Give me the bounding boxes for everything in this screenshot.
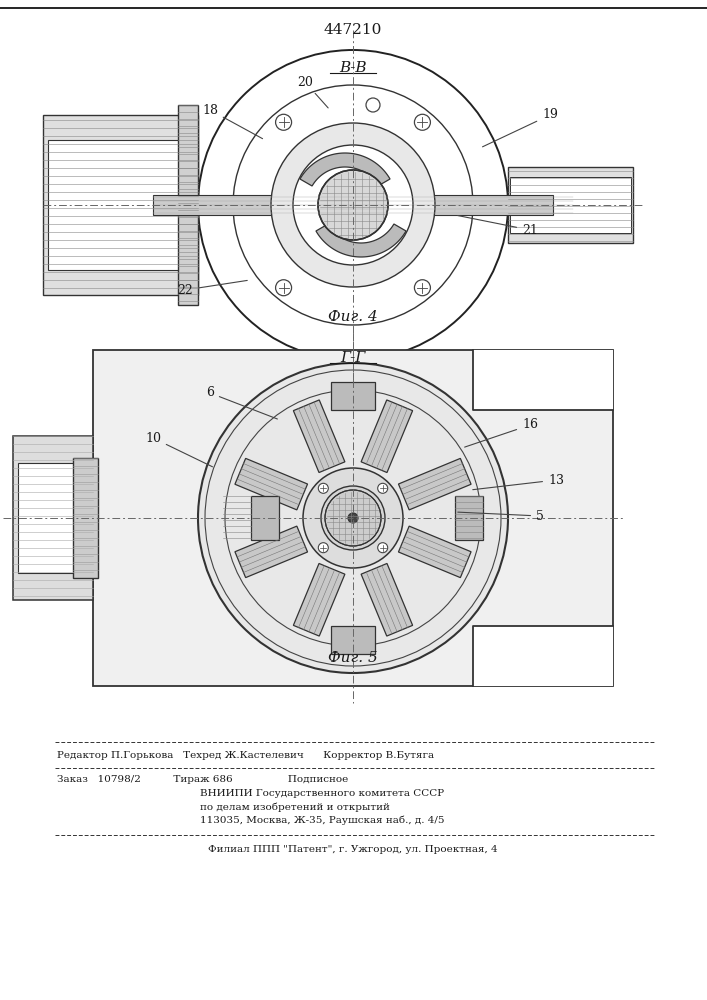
Text: 20: 20 <box>297 76 328 108</box>
Text: 447210: 447210 <box>324 23 382 37</box>
Text: 18: 18 <box>202 104 262 139</box>
Text: Фиг. 5: Фиг. 5 <box>328 651 378 665</box>
Text: Г-Г: Г-Г <box>340 351 366 365</box>
Circle shape <box>378 543 387 553</box>
Circle shape <box>414 114 431 130</box>
Circle shape <box>414 280 431 296</box>
Text: Филиал ППП "Патент", г. Ужгород, ул. Проектная, 4: Филиал ППП "Патент", г. Ужгород, ул. Про… <box>208 846 498 854</box>
Text: 6: 6 <box>206 386 277 419</box>
Circle shape <box>276 280 291 296</box>
Circle shape <box>318 170 388 240</box>
Circle shape <box>348 513 358 523</box>
Bar <box>18 463 88 573</box>
Circle shape <box>303 468 403 568</box>
Bar <box>73 458 98 578</box>
Polygon shape <box>235 458 308 510</box>
Text: 113035, Москва, Ж-35, Раушская наб., д. 4/5: 113035, Москва, Ж-35, Раушская наб., д. … <box>200 815 445 825</box>
Circle shape <box>271 123 435 287</box>
Polygon shape <box>293 400 345 473</box>
Text: 16: 16 <box>464 418 538 447</box>
Text: ВНИИПИ Государственного комитета СССР: ВНИИПИ Государственного комитета СССР <box>200 790 444 798</box>
Polygon shape <box>235 526 308 578</box>
Bar <box>178 105 198 305</box>
Circle shape <box>325 490 381 546</box>
Bar <box>93 350 613 686</box>
Bar <box>13 436 93 600</box>
Circle shape <box>318 543 328 553</box>
Text: 22: 22 <box>177 280 247 296</box>
Polygon shape <box>361 563 413 636</box>
Text: 21: 21 <box>457 216 538 236</box>
Circle shape <box>321 486 385 550</box>
Bar <box>43 115 198 295</box>
Bar <box>473 350 613 410</box>
Bar <box>508 167 633 243</box>
Polygon shape <box>361 400 413 473</box>
Text: Редактор П.Горькова   Техред Ж.Кастелевич      Корректор В.Бутяга: Редактор П.Горькова Техред Ж.Кастелевич … <box>57 752 434 760</box>
Bar <box>473 626 613 686</box>
Text: Заказ   10798/2          Тираж 686                 Подписное: Заказ 10798/2 Тираж 686 Подписное <box>57 776 349 784</box>
Bar <box>48 140 198 270</box>
Circle shape <box>276 114 291 130</box>
Polygon shape <box>316 224 406 257</box>
Bar <box>335 183 371 227</box>
Bar <box>455 496 483 540</box>
Text: 19: 19 <box>482 108 558 147</box>
Polygon shape <box>399 458 471 510</box>
Bar <box>331 626 375 654</box>
Bar <box>331 382 375 410</box>
Circle shape <box>378 483 387 493</box>
Bar <box>153 195 553 215</box>
Text: по делам изобретений и открытий: по делам изобретений и открытий <box>200 802 390 812</box>
Circle shape <box>318 483 328 493</box>
Bar <box>510 177 631 233</box>
Polygon shape <box>399 526 471 578</box>
Text: 10: 10 <box>145 432 213 467</box>
Text: 13: 13 <box>473 474 564 490</box>
Text: В-В: В-В <box>339 61 367 75</box>
Text: 5: 5 <box>457 510 544 522</box>
Polygon shape <box>300 153 390 186</box>
Bar <box>251 496 279 540</box>
Circle shape <box>293 145 413 265</box>
Polygon shape <box>293 563 345 636</box>
Circle shape <box>198 363 508 673</box>
Text: Фиг. 4: Фиг. 4 <box>328 310 378 324</box>
Circle shape <box>366 98 380 112</box>
